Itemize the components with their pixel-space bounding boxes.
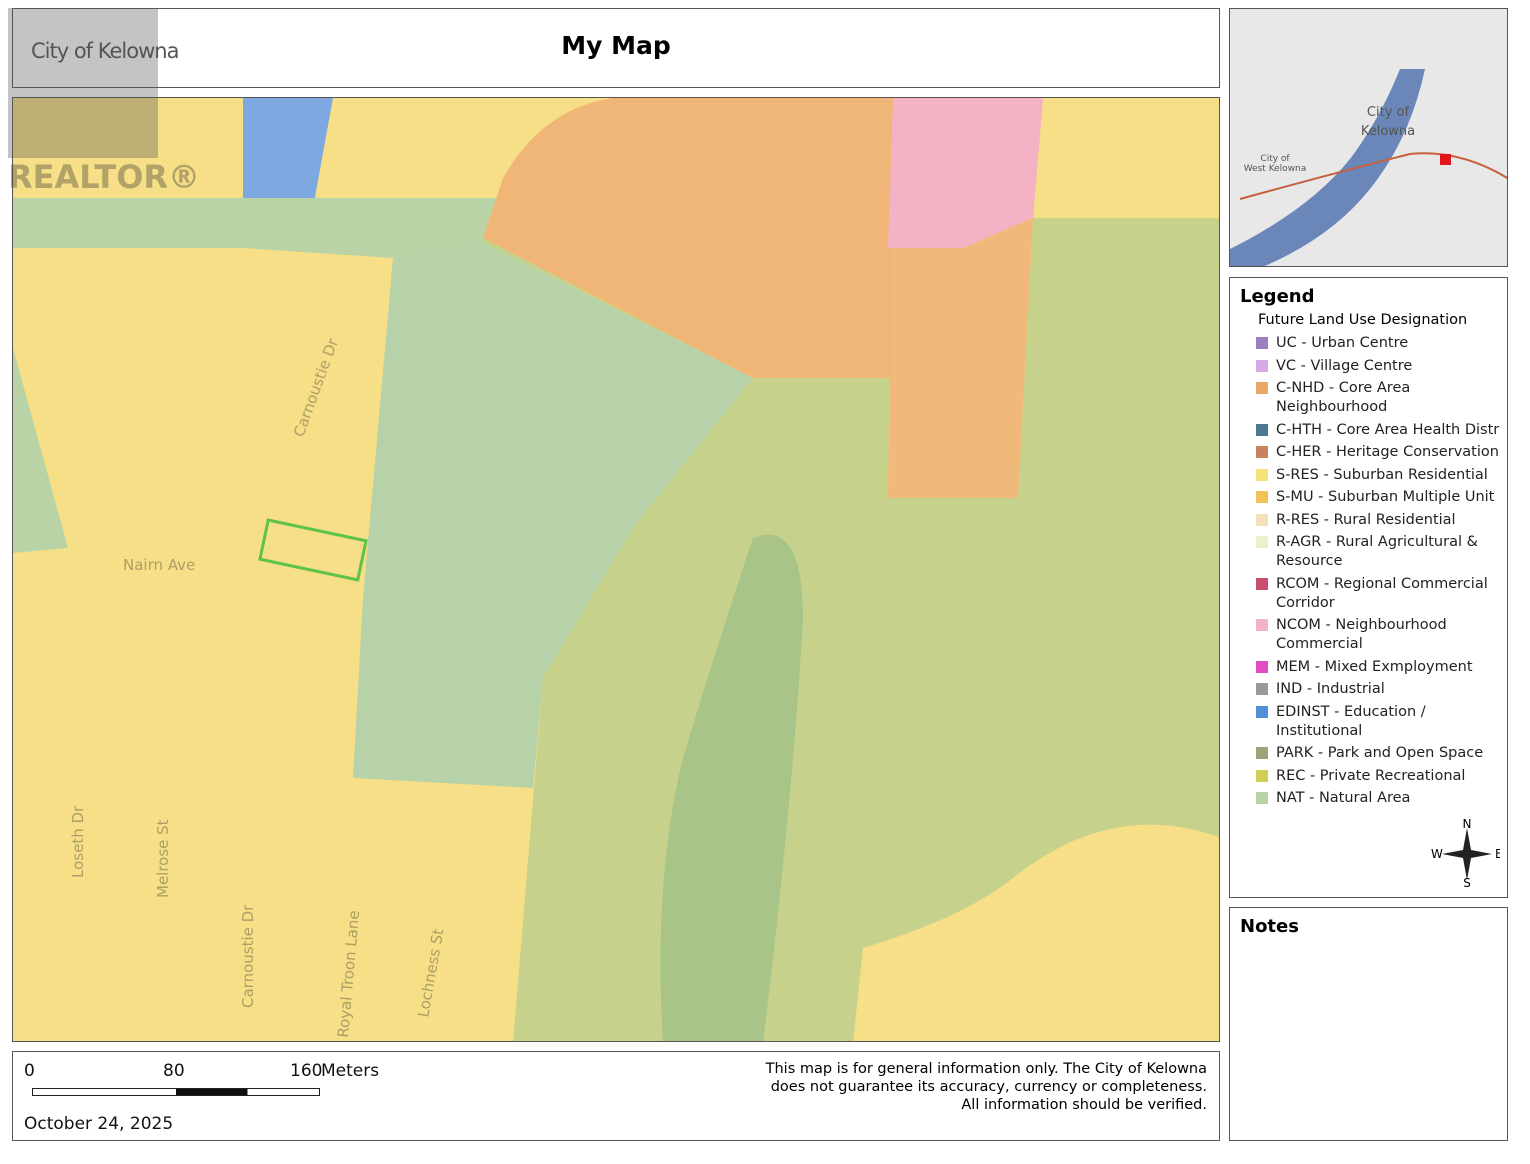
legend-label: MEM - Mixed Exmployment <box>1276 658 1473 675</box>
inset-label: West Kelowna <box>1244 164 1307 174</box>
legend-item: PARK - Park and Open Space <box>1256 744 1506 763</box>
legend-item: C-HER - Heritage Conservation <box>1256 443 1506 462</box>
legend: Legend Future Land Use Designation UC - … <box>1229 277 1508 898</box>
inset-label: City of <box>1260 154 1290 164</box>
notes-title: Notes <box>1240 916 1299 937</box>
legend-label: NAT - Natural Area <box>1276 790 1411 806</box>
legend-swatch <box>1256 792 1268 804</box>
legend-item: C-HTH - Core Area Health Distr <box>1256 421 1506 440</box>
legend-item: RCOM - Regional Commercial Corridor <box>1256 575 1506 613</box>
legend-label: S-MU - Suburban Multiple Unit <box>1276 489 1495 505</box>
legend-swatch <box>1256 747 1268 759</box>
legend-swatch <box>1256 423 1268 436</box>
header: City of Kelowna My Map <box>12 8 1220 88</box>
street-label: Melrose St <box>154 819 172 898</box>
inset-map: City of Kelowna City of West Kelowna <box>1229 8 1508 267</box>
inset-label: City of <box>1367 105 1410 120</box>
title: My Map <box>561 31 671 60</box>
legend-subtitle: Future Land Use Designation <box>1258 312 1468 328</box>
legend-list: UC - Urban Centre VC - Village Centre C-NH… <box>1256 334 1506 812</box>
inset-canvas: City of Kelowna City of West Kelowna <box>1230 9 1507 266</box>
legend-label: R-AGR - Rural Agricultural & Resource <box>1276 534 1478 569</box>
scale-unit: Meters <box>321 1061 380 1081</box>
legend-label: RCOM - Regional Commercial Corridor <box>1276 575 1488 611</box>
disclaimer-line: All information should be verified. <box>961 1097 1207 1113</box>
scale-bar <box>32 1088 320 1096</box>
legend-label: EDINST - Education / Institutional <box>1276 703 1426 739</box>
legend-swatch <box>1256 468 1268 481</box>
disclaimer-line: does not guarantee its accuracy, currenc… <box>770 1079 1207 1095</box>
compass-s: S <box>1463 876 1471 888</box>
legend-item: NCOM - Neighbourhood Commercial <box>1256 616 1506 654</box>
map: Nairn Ave Carnoustie Dr Loseth Dr Melros… <box>12 97 1220 1042</box>
date: October 24, 2025 <box>24 1114 174 1134</box>
compass-n: N <box>1463 818 1472 831</box>
street-label: Nairn Ave <box>123 556 195 574</box>
legend-item: EDINST - Education / Institutional <box>1256 703 1506 741</box>
legend-item: S-MU - Suburban Multiple Unit <box>1256 488 1506 507</box>
legend-swatch <box>1256 683 1268 695</box>
watermark: REALTOR® <box>8 8 200 196</box>
legend-swatch <box>1256 619 1268 631</box>
notes: Notes <box>1229 907 1508 1141</box>
legend-item: R-AGR - Rural Agricultural & Resource <box>1256 533 1506 571</box>
legend-swatch <box>1256 382 1268 394</box>
legend-label: UC - Urban Centre <box>1276 335 1409 351</box>
logo: City of Kelowna <box>31 39 179 63</box>
legend-label: IND - Industrial <box>1276 681 1385 697</box>
legend-label: PARK - Park and Open Space <box>1276 745 1484 761</box>
legend-item: UC - Urban Centre <box>1256 334 1506 353</box>
legend-swatch <box>1256 660 1268 673</box>
legend-item: R-RES - Rural Residential <box>1256 511 1506 530</box>
legend-title: Legend <box>1240 286 1315 307</box>
street-label: Carnoustie Dr <box>239 904 257 1008</box>
legend-label: NCOM - Neighbourhood Commercial <box>1276 617 1447 652</box>
disclaimer-line: This map is for general information only… <box>765 1061 1207 1077</box>
legend-label: C-HTH - Core Area Health Distr <box>1276 421 1500 438</box>
legend-swatch <box>1256 337 1268 349</box>
legend-label: C-HER - Heritage Conservation <box>1276 444 1499 460</box>
street-label: Loseth Dr <box>69 805 87 878</box>
scale-label: 160 <box>290 1061 323 1081</box>
legend-item: S-RES - Suburban Residential <box>1256 466 1506 485</box>
disclaimer: This map is for general information only… <box>766 1060 1207 1114</box>
compass-e: E <box>1495 847 1500 861</box>
legend-label: VC - Village Centre <box>1276 357 1413 374</box>
watermark-text: REALTOR® <box>8 158 201 196</box>
compass-w: W <box>1431 847 1443 861</box>
inset-label: Kelowna <box>1361 124 1415 139</box>
legend-swatch <box>1256 536 1268 548</box>
legend-swatch <box>1256 359 1268 372</box>
legend-item: IND - Industrial <box>1256 680 1506 699</box>
legend-swatch <box>1256 446 1268 458</box>
legend-swatch <box>1256 577 1268 590</box>
legend-label: C-NHD - Core Area Neighbourhood <box>1276 380 1411 415</box>
legend-item: REC - Private Recreational <box>1256 767 1506 786</box>
legend-item: NAT - Natural Area <box>1256 789 1506 808</box>
compass: N S E W <box>1431 818 1500 888</box>
footer: 0 80 160 Meters October 24, 2025 This ma… <box>12 1051 1220 1141</box>
scale-label: 80 <box>163 1061 185 1081</box>
legend-label: R-RES - Rural Residential <box>1276 511 1456 528</box>
legend-swatch <box>1256 769 1268 782</box>
legend-swatch <box>1256 491 1268 503</box>
legend-swatch <box>1256 705 1268 718</box>
legend-item: C-NHD - Core Area Neighbourhood <box>1256 379 1506 417</box>
legend-swatch <box>1256 513 1268 526</box>
map-canvas: Nairn Ave Carnoustie Dr Loseth Dr Melros… <box>13 98 1219 1041</box>
legend-item: VC - Village Centre <box>1256 357 1506 376</box>
legend-item: MEM - Mixed Exmployment <box>1256 658 1506 677</box>
legend-label: REC - Private Recreational <box>1276 767 1466 784</box>
scale-label: 0 <box>24 1061 35 1081</box>
legend-label: S-RES - Suburban Residential <box>1276 466 1488 483</box>
